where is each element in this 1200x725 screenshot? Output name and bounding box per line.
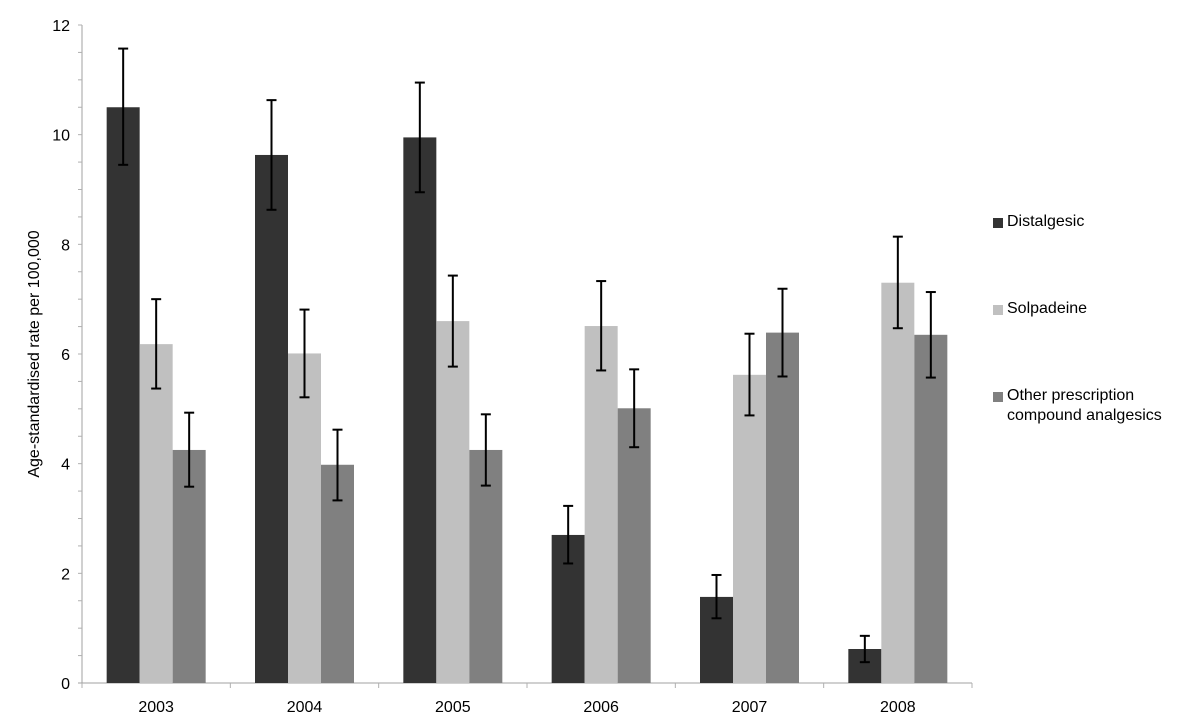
bar [288, 353, 321, 683]
legend-swatch-icon [993, 218, 1003, 228]
x-tick-label: 2006 [583, 699, 619, 716]
bars [106, 107, 948, 684]
y-tick-label: 6 [61, 347, 70, 364]
bar [914, 334, 948, 683]
y-tick-label: 0 [61, 676, 70, 693]
x-tick-label: 2008 [880, 699, 916, 716]
legend-swatch-icon [993, 392, 1003, 402]
x-tick-label: 2007 [732, 699, 768, 716]
legend-item-solpadeine: Solpadeine [993, 299, 1087, 319]
bar [139, 344, 173, 683]
legend-label: Solpadeine [1007, 300, 1088, 317]
bar [766, 332, 799, 683]
bar [617, 408, 651, 683]
legend-label: Distalgesic [1007, 213, 1085, 230]
y-tick-label: 4 [61, 457, 70, 474]
error-bars [118, 47, 936, 664]
bar [255, 154, 288, 683]
x-tick-label: 2004 [287, 699, 323, 716]
bar [436, 321, 470, 683]
y-tick-label: 2 [61, 566, 70, 583]
y-axis-label: Age-standardised rate per 100,000 [26, 230, 43, 478]
legend-item-distalgesic: Distalgesic [993, 212, 1084, 232]
bar [584, 326, 618, 683]
axes: 0 2 4 6 8 10 12 2003 2004 2005 2006 2007 2008 [52, 18, 973, 716]
legend-label: Other prescription compound analgesics [1007, 387, 1162, 424]
bar [881, 282, 915, 683]
bar [403, 137, 437, 684]
bar [733, 374, 766, 683]
bar [106, 107, 140, 683]
bar [469, 449, 503, 683]
y-tick-label: 12 [52, 18, 70, 35]
legend-swatch-icon [993, 305, 1003, 315]
legend-item-other: Other prescription compound analgesics [993, 386, 1162, 426]
bar [172, 449, 206, 683]
x-tick-label: 2003 [138, 699, 174, 716]
x-tick-label: 2005 [435, 699, 471, 716]
y-tick-label: 8 [61, 237, 70, 254]
y-tick-label: 10 [52, 128, 70, 145]
